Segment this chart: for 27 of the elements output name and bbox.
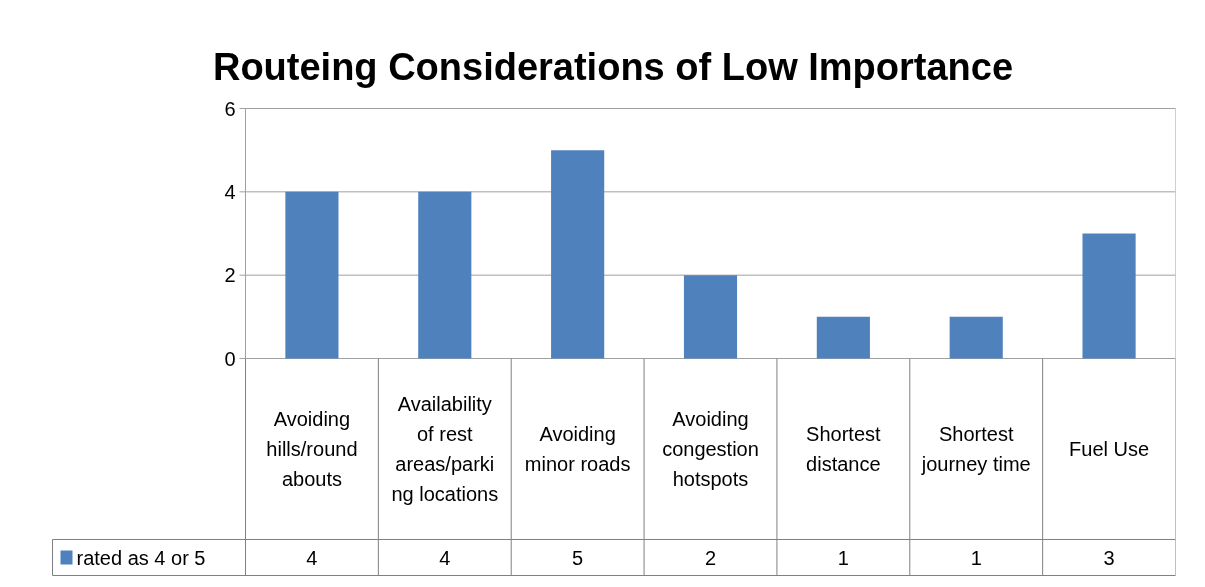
data-label: 5 bbox=[572, 546, 584, 569]
bar bbox=[285, 191, 339, 359]
x-tick-label: Shortest journey time bbox=[920, 423, 1031, 475]
chart-title: Routeing Considerations of Low Importance bbox=[212, 45, 1014, 88]
x-tick-label: Shortest distance bbox=[806, 423, 882, 475]
data-label: 1 bbox=[970, 546, 982, 569]
x-tick-label: Availability of rest areas/parking locations bbox=[391, 393, 499, 505]
bar bbox=[1082, 233, 1136, 359]
bar bbox=[816, 316, 870, 359]
bar bbox=[949, 316, 1003, 359]
x-tick-label: Avoiding congestion hotspots bbox=[662, 408, 759, 490]
data-label: 4 bbox=[306, 546, 318, 569]
x-tick-label: Avoiding hills/roundabouts bbox=[266, 408, 358, 490]
data-label: 2 bbox=[704, 546, 717, 569]
x-tick-label: Avoiding minor roads bbox=[524, 423, 631, 475]
y-tick-label: 4 bbox=[224, 180, 236, 203]
y-tick-label: 2 bbox=[224, 264, 236, 287]
y-tick-label: 0 bbox=[224, 347, 236, 370]
x-tick-label: Fuel Use bbox=[1069, 438, 1150, 460]
data-label: 1 bbox=[837, 546, 849, 569]
bar bbox=[683, 275, 738, 359]
bar bbox=[418, 191, 472, 359]
bar bbox=[551, 150, 605, 359]
data-label: 3 bbox=[1103, 546, 1115, 569]
legend-label: rated as 4 or 5 bbox=[76, 546, 206, 569]
data-label: 4 bbox=[439, 546, 451, 569]
y-tick-label: 6 bbox=[224, 97, 236, 120]
